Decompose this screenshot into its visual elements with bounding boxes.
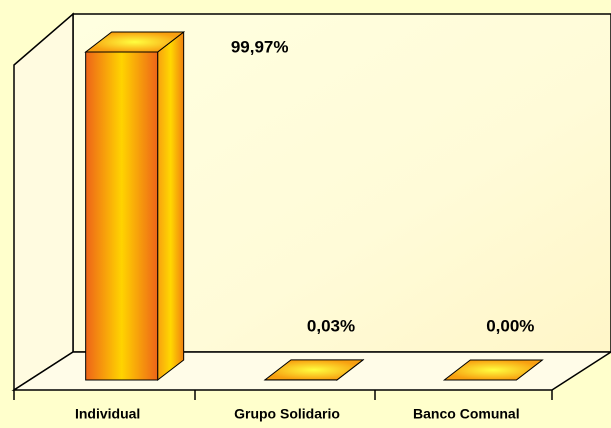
value-label: 0,03% [307,316,355,335]
bar-top [263,359,365,381]
x-tick-label: Individual [75,406,140,422]
bar-top [84,31,186,53]
bar [84,30,186,382]
value-label: 0,00% [486,316,534,335]
bar [263,358,365,382]
side-wall [13,12,74,392]
value-label: 99,97% [231,37,289,56]
bar-top [442,359,544,381]
bar-front [85,51,159,381]
bar [442,359,544,381]
x-tick-label: Grupo Solidario [234,406,340,422]
bar-side [157,30,185,382]
x-tick-label: Banco Comunal [413,406,520,422]
